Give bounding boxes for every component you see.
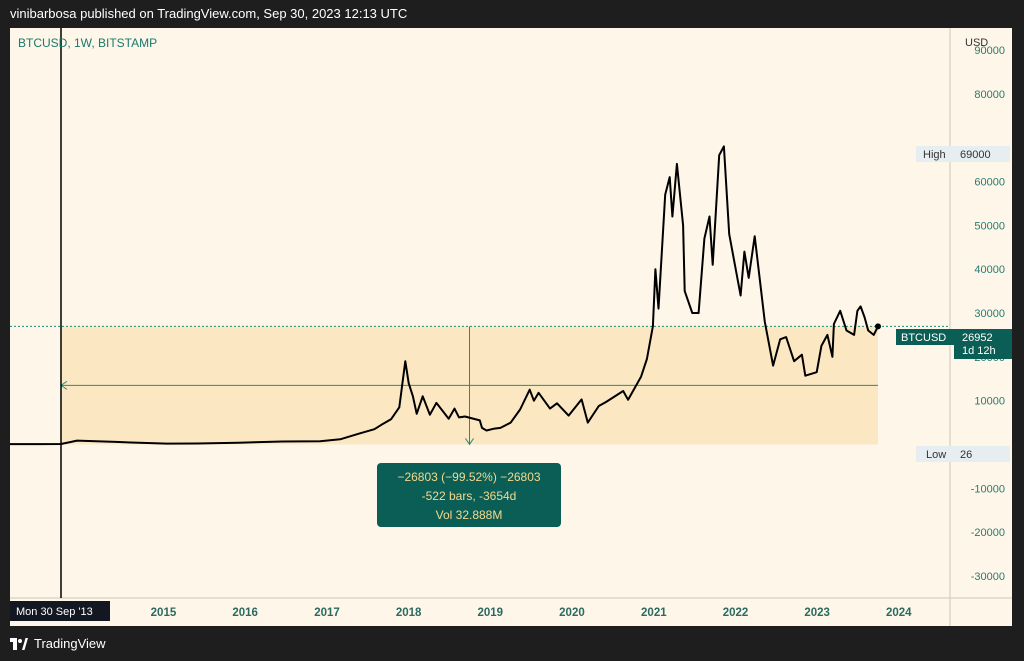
- y-tick-label: 10000: [974, 396, 1005, 408]
- currency-label: USD: [965, 37, 988, 49]
- low-label: Low: [926, 449, 946, 461]
- price-chart[interactable]: 9000080000600005000040000300002000010000…: [10, 28, 1012, 626]
- high-value: 69000: [960, 149, 991, 161]
- x-tick-label: 2024: [886, 607, 912, 619]
- x-tick-label: 2023: [804, 607, 830, 619]
- crosshair-date-badge: Mon 30 Sep '13: [10, 601, 110, 621]
- crosshair-date: Mon 30 Sep '13: [16, 606, 93, 618]
- x-tick-label: 2017: [314, 607, 340, 619]
- low-value: 26: [960, 449, 972, 461]
- x-tick-label: 2021: [641, 607, 667, 619]
- x-tick-label: 2018: [396, 607, 422, 619]
- time-axis-ticks: 2015 2016 2017 2018 2019 2020 2021 2022 2023 2024: [151, 607, 913, 619]
- last-price-value: 26952: [962, 332, 993, 344]
- y-tick-label: 40000: [974, 264, 1005, 276]
- x-tick-label: 2020: [559, 607, 585, 619]
- tradingview-logo-icon: [10, 637, 28, 650]
- footer: TradingView: [10, 636, 106, 651]
- last-price-symbol: BTCUSD: [901, 332, 946, 344]
- y-tick-label: 90000: [974, 45, 1005, 57]
- y-tick-label: 80000: [974, 89, 1005, 101]
- measure-line3: Vol 32.888M: [436, 508, 503, 522]
- chart-frame[interactable]: 9000080000600005000040000300002000010000…: [10, 28, 1012, 626]
- measure-info-box: −26803 (−99.52%) −26803 -522 bars, -3654…: [377, 463, 561, 527]
- measure-down-arrow: [465, 438, 474, 446]
- symbol-label: BTCUSD, 1W, BITSTAMP: [18, 36, 158, 50]
- high-label: High: [923, 149, 946, 161]
- y-tick-label: -20000: [971, 527, 1005, 539]
- x-tick-label: 2015: [151, 607, 177, 619]
- high-badge: High 69000: [916, 146, 1010, 162]
- y-tick-label: 50000: [974, 220, 1005, 232]
- last-price-countdown: 1d 12h: [962, 345, 996, 357]
- publisher-header: vinibarbosa published on TradingView.com…: [10, 6, 408, 21]
- last-price-point: [875, 323, 881, 330]
- x-tick-label: 2019: [478, 607, 504, 619]
- btcusd-price-line: [10, 145, 879, 446]
- last-price-tag: BTCUSD 26952 1d 12h: [896, 329, 1012, 359]
- footer-brand: TradingView: [34, 636, 106, 651]
- price-axis-ticks: 9000080000600005000040000300002000010000…: [971, 45, 1005, 583]
- y-tick-label: -10000: [971, 483, 1005, 495]
- measure-line1: −26803 (−99.52%) −26803: [397, 470, 540, 484]
- x-tick-label: 2016: [232, 607, 258, 619]
- low-badge: Low 26: [916, 446, 1010, 462]
- measure-line2: -522 bars, -3654d: [422, 489, 517, 503]
- y-tick-label: -30000: [971, 571, 1005, 583]
- y-tick-label: 60000: [974, 176, 1005, 188]
- y-tick-label: 30000: [974, 308, 1005, 320]
- x-tick-label: 2022: [723, 607, 749, 619]
